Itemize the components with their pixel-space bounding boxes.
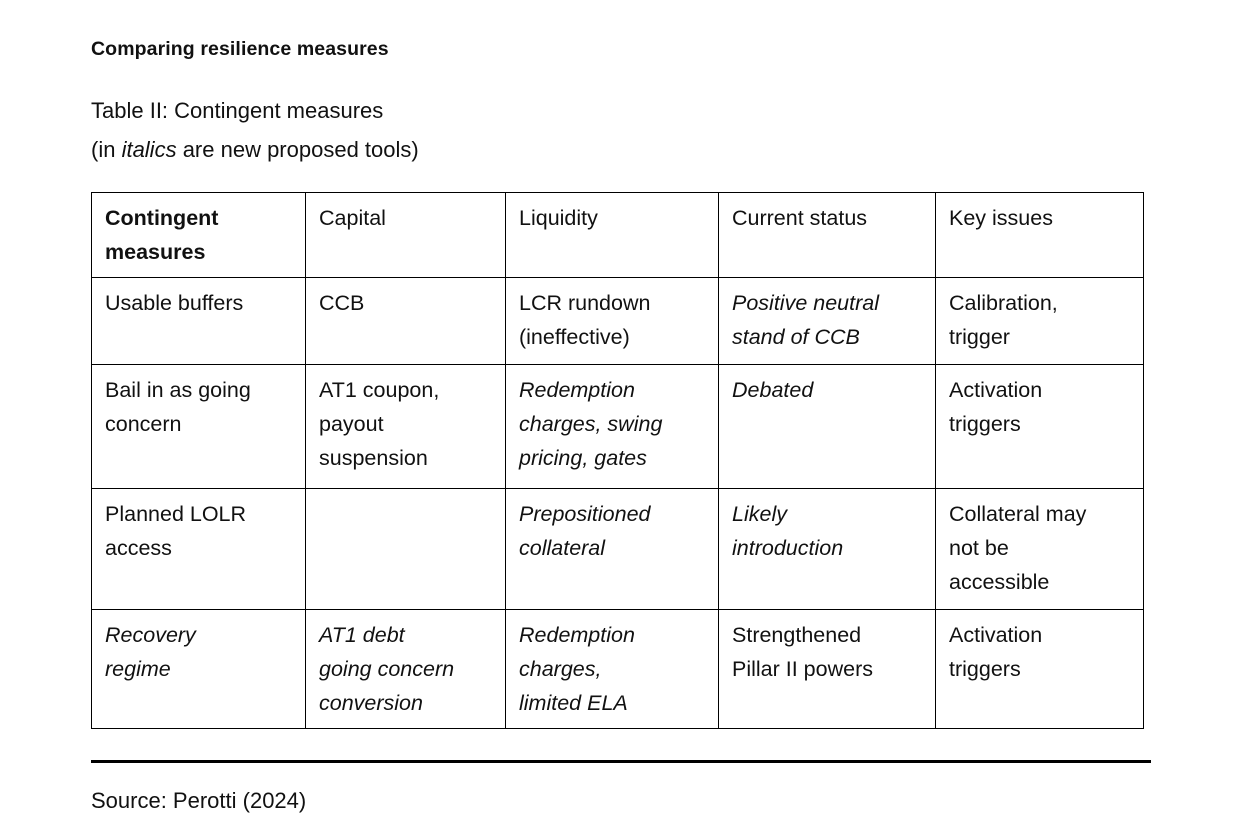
table-cell: Calibration, trigger (935, 277, 1144, 365)
footer-divider (91, 760, 1151, 763)
table-cell: CCB (305, 277, 506, 365)
header-cell-capital: Capital (305, 192, 506, 278)
caption-italic-word: italics (121, 137, 177, 162)
table-cell: Positive neutral stand of CCB (718, 277, 936, 365)
table-cell: Recovery regime (91, 609, 306, 729)
table-header-row: Contingent measures Capital Liquidity Cu… (91, 192, 1144, 278)
table-cell: Debated (718, 364, 936, 489)
table-cell: AT1 coupon, payout suspension (305, 364, 506, 489)
table-cell: Planned LOLR access (91, 488, 306, 610)
page-title: Comparing resilience measures (91, 38, 389, 60)
header-cell-key-issues: Key issues (935, 192, 1144, 278)
table-cell: Collateral may not be accessible (935, 488, 1144, 610)
table-cell: Prepositioned collateral (505, 488, 719, 610)
caption-prefix: (in (91, 137, 122, 162)
table-cell: Activation triggers (935, 364, 1144, 489)
table-cell: Likely introduction (718, 488, 936, 610)
header-cell-contingent-measures: Contingent measures (91, 192, 306, 278)
caption-suffix: are new proposed tools) (176, 137, 419, 162)
table-cell: Redemption charges, swing pricing, gates (505, 364, 719, 489)
table-cell: Activation triggers (935, 609, 1144, 729)
table-cell: Strengthened Pillar II powers (718, 609, 936, 729)
table-row: Planned LOLR access Prepositioned collat… (91, 488, 1144, 610)
table-row: Bail in as going concern AT1 coupon, pay… (91, 364, 1144, 489)
table-caption-line1: Table II: Contingent measures (91, 98, 384, 123)
table-cell: Usable buffers (91, 277, 306, 365)
table-caption-line2: (in italics are new proposed tools) (91, 130, 1247, 169)
source-citation: Source: Perotti (2024) (91, 788, 307, 813)
table-row: Recovery regime AT1 debt going concern c… (91, 609, 1144, 729)
table-cell: AT1 debt going concern conversion (305, 609, 506, 729)
table-cell (305, 488, 506, 610)
table-caption: Table II: Contingent measures (in italic… (91, 91, 1247, 169)
header-cell-liquidity: Liquidity (505, 192, 719, 278)
table-cell: Bail in as going concern (91, 364, 306, 489)
table-cell: LCR rundown (ineffective) (505, 277, 719, 365)
table-row: Usable buffers CCB LCR rundown (ineffect… (91, 277, 1144, 365)
contingent-measures-table: Contingent measures Capital Liquidity Cu… (91, 192, 1144, 729)
table-cell: Redemption charges, limited ELA (505, 609, 719, 729)
header-cell-current-status: Current status (718, 192, 936, 278)
